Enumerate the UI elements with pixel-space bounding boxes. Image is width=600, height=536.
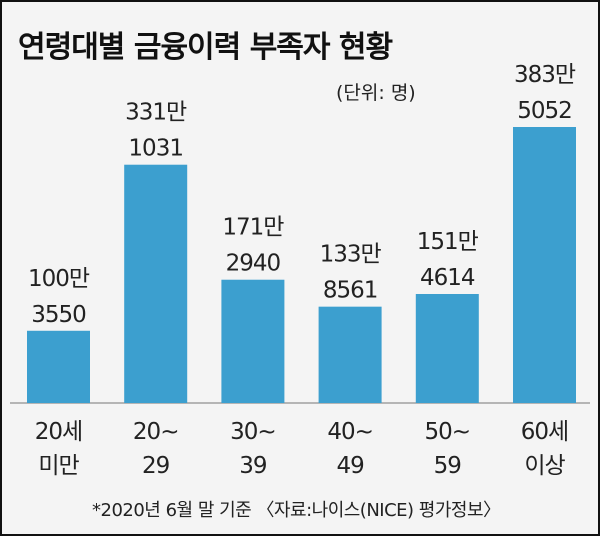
source-footnote: *2020년 6월 말 기준 〈자료:나이스(NICE) 평가정보〉 [92,500,501,521]
category-tick-label: 39 [239,453,267,479]
bar [124,164,188,403]
data-label: 151만 [417,229,479,255]
category-tick-label: 29 [142,453,170,479]
category-tick-label: 60세 [521,419,568,445]
chart-title: 연령대별 금융이력 부족자 현황 [18,30,393,65]
data-label: 100만 [28,266,90,292]
category-tick-label: 59 [434,453,462,479]
data-label: 3550 [31,302,86,328]
category-tick-label: 49 [336,453,364,479]
bar [513,127,576,403]
data-label: 133만 [320,242,382,268]
data-label: 171만 [222,215,284,241]
data-label: 5052 [517,98,572,124]
data-label: 1031 [128,136,183,162]
data-label: 4614 [420,265,475,291]
category-tick-label: 미만 [38,453,79,479]
category-tick-label: 50~ [425,419,471,445]
category-tick-label: 이상 [524,453,565,479]
bar [318,306,382,403]
category-tick-label: 40~ [327,419,373,445]
data-label: 2940 [226,251,281,277]
bar [221,279,285,403]
category-tick-label: 20~ [133,419,179,445]
category-tick-label: 30~ [230,419,276,445]
data-label: 383만 [514,62,576,88]
bar [415,293,479,403]
category-tick-label: 20세 [35,419,82,445]
data-label: 8561 [323,278,378,304]
unit-note: (단위: 명) [336,82,416,104]
data-label: 331만 [125,100,187,126]
bar [27,330,90,403]
